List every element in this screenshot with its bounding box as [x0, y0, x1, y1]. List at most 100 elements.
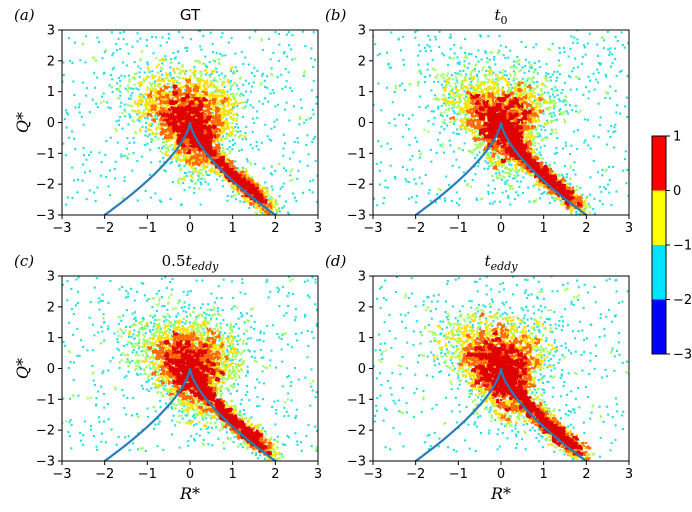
- scatter-point: [262, 212, 265, 215]
- scatter-point: [197, 98, 200, 101]
- scatter-point: [203, 83, 206, 86]
- scatter-point: [208, 124, 211, 127]
- scatter-point: [259, 205, 262, 208]
- scatter-point: [98, 151, 101, 154]
- scatter-point: [167, 83, 170, 86]
- scatter-point: [153, 82, 156, 85]
- scatter-point: [178, 102, 181, 105]
- scatter-point: [228, 152, 231, 155]
- scatter-point: [203, 126, 206, 129]
- scatter-point: [291, 58, 294, 61]
- scatter-point: [155, 98, 158, 101]
- scatter-point: [195, 135, 198, 138]
- scatter-point: [215, 86, 218, 89]
- scatter-point: [201, 126, 204, 129]
- scatter-point: [198, 156, 201, 159]
- scatter-point: [142, 109, 145, 112]
- scatter-point: [149, 108, 152, 111]
- scatter-point: [219, 152, 222, 155]
- scatter-point: [221, 143, 224, 146]
- scatter-point: [224, 101, 227, 104]
- scatter-point: [177, 115, 180, 118]
- scatter-point: [140, 103, 143, 106]
- scatter-point: [211, 85, 214, 88]
- scatter-point: [186, 89, 189, 92]
- scatter-point: [182, 103, 185, 106]
- scatter-point: [271, 208, 274, 211]
- scatter-point: [234, 52, 237, 55]
- scatter-point: [124, 110, 127, 113]
- scatter-point: [214, 136, 217, 139]
- scatter-point: [271, 204, 274, 207]
- scatter-point: [237, 192, 240, 195]
- scatter-point: [267, 199, 270, 202]
- scatter-point: [85, 198, 88, 201]
- scatter-point: [260, 38, 263, 41]
- scatter-point: [230, 70, 233, 73]
- scatter-point: [193, 83, 196, 86]
- scatter-point: [215, 117, 218, 120]
- scatter-point: [149, 148, 152, 151]
- scatter-point: [191, 98, 194, 101]
- scatter-point: [134, 100, 137, 103]
- scatter-point: [284, 85, 287, 88]
- scatter-point: [93, 72, 96, 75]
- scatter-point: [263, 203, 266, 206]
- scatter-point: [214, 109, 217, 112]
- scatter-point: [212, 120, 215, 123]
- scatter-point: [190, 111, 193, 114]
- scatter-point: [191, 117, 194, 120]
- scatter-point: [215, 113, 218, 116]
- scatter-point: [197, 173, 200, 176]
- scatter-point: [216, 131, 219, 134]
- scatter-point: [208, 149, 211, 152]
- scatter-point: [82, 154, 85, 157]
- scatter-point: [256, 183, 259, 186]
- scatter-point: [264, 201, 267, 204]
- scatter-point: [186, 123, 189, 126]
- scatter-point: [200, 142, 203, 145]
- scatter-point: [202, 101, 205, 104]
- scatter-point: [243, 171, 246, 174]
- scatter-point: [144, 92, 147, 95]
- scatter-point: [172, 51, 175, 54]
- scatter-point: [267, 37, 270, 40]
- scatter-point: [289, 170, 292, 173]
- scatter-point: [199, 132, 202, 135]
- scatter-point: [220, 163, 223, 166]
- scatter-point: [245, 194, 248, 197]
- scatter-point: [84, 61, 87, 64]
- scatter-point: [249, 179, 252, 182]
- scatter-point: [165, 111, 168, 114]
- scatter-point: [221, 179, 224, 182]
- scatter-point: [199, 168, 202, 171]
- scatter-point: [181, 143, 184, 146]
- scatter-point: [74, 106, 77, 109]
- scatter-point: [266, 190, 269, 193]
- scatter-point: [231, 105, 234, 108]
- scatter-point: [232, 182, 235, 185]
- scatter-point: [225, 154, 228, 157]
- scatter-point: [174, 141, 177, 144]
- scatter-point: [174, 120, 177, 123]
- scatter-point: [234, 66, 237, 69]
- scatter-point: [271, 188, 274, 191]
- scatter-point: [155, 94, 158, 97]
- scatter-point: [194, 127, 197, 130]
- scatter-point: [189, 106, 192, 109]
- scatter-point: [281, 185, 284, 188]
- scatter-point: [170, 106, 173, 109]
- scatter-point: [194, 167, 197, 170]
- scatter-point: [274, 105, 277, 108]
- scatter-point: [160, 95, 163, 98]
- scatter-point: [178, 92, 181, 95]
- scatter-point: [178, 128, 181, 131]
- scatter-point: [185, 84, 188, 87]
- scatter-point: [170, 115, 173, 118]
- scatter-point: [228, 179, 231, 182]
- scatter-point: [209, 111, 212, 114]
- scatter-point: [218, 99, 221, 102]
- scatter-point: [194, 60, 197, 63]
- scatter-point: [209, 103, 212, 106]
